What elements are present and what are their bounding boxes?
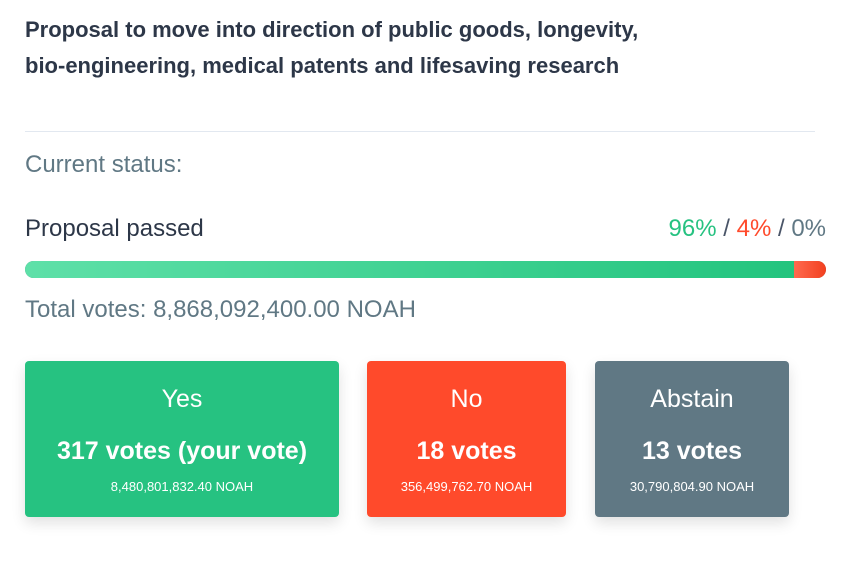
- yes-vote-count: 317 votes (your vote): [56, 437, 308, 465]
- yes-bar-segment: [25, 261, 794, 278]
- no-option-label: No: [450, 385, 483, 413]
- total-votes: Total votes: 8,868,092,400.00 NOAH: [25, 296, 416, 323]
- percentage-separator: /: [723, 215, 737, 242]
- proposal-result: Proposal passed: [25, 215, 204, 242]
- yes-percentage: 96%: [668, 215, 717, 242]
- abstain-vote-amount: 30,790,804.90 NOAH: [629, 479, 755, 494]
- no-vote-amount: 356,499,762.70 NOAH: [400, 479, 533, 494]
- proposal-title: Proposal to move into direction of publi…: [25, 17, 639, 78]
- divider: [25, 131, 815, 132]
- current-status-label: Current status:: [25, 151, 183, 178]
- abstain-option-label: Abstain: [650, 385, 734, 413]
- vote-progress-bar: [25, 261, 826, 278]
- result-row: Proposal passed 96% / 4% / 0%: [25, 212, 826, 246]
- abstain-percentage: 0%: [791, 215, 826, 242]
- yes-option-label: Yes: [161, 385, 203, 413]
- no-percentage: 4%: [736, 215, 772, 242]
- no-vote-count: 18 votes: [416, 437, 517, 465]
- yes-vote-amount: 8,480,801,832.40 NOAH: [110, 479, 254, 494]
- no-option-card[interactable]: No 18 votes 356,499,762.70 NOAH: [367, 361, 566, 517]
- abstain-vote-count: 13 votes: [641, 437, 743, 465]
- yes-option-card[interactable]: Yes 317 votes (your vote) 8,480,801,832.…: [25, 361, 339, 517]
- percentage-separator: /: [777, 215, 792, 242]
- no-bar-segment: [793, 261, 826, 278]
- abstain-option-card[interactable]: Abstain 13 votes 30,790,804.90 NOAH: [595, 361, 789, 517]
- vote-percentages: 96% / 4% / 0%: [669, 212, 826, 246]
